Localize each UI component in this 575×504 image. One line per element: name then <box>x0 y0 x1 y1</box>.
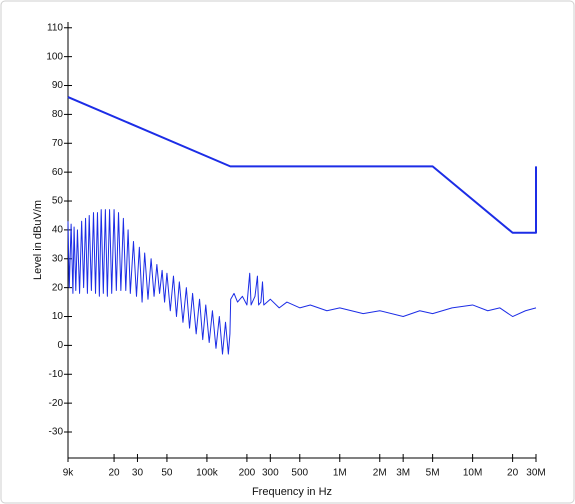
y-tick-label: -30 <box>49 427 64 438</box>
y-tick-label: 110 <box>47 22 63 33</box>
x-tick-label: 30M <box>526 468 545 479</box>
x-tick-label: 2M <box>373 468 387 479</box>
x-tick-label: 20 <box>109 468 121 479</box>
y-tick-label: -10 <box>49 369 64 380</box>
y-tick-label: 30 <box>52 253 64 264</box>
x-tick-label: 100k <box>196 468 219 479</box>
y-axis-label: Level in dBuV/m <box>32 200 44 280</box>
x-axis-label: Frequency in Hz <box>252 486 332 498</box>
x-tick-label: 50 <box>161 468 173 479</box>
x-tick-label: 5M <box>426 468 440 479</box>
x-tick-label: 1M <box>333 468 347 479</box>
y-tick-label: 0 <box>57 340 63 351</box>
y-tick-label: 80 <box>52 109 64 120</box>
x-tick-label: 200 <box>239 468 256 479</box>
y-tick-label: -20 <box>49 398 64 409</box>
x-tick-label: 3M <box>396 468 410 479</box>
x-tick-label: 9k <box>63 468 75 479</box>
x-tick-label: 500 <box>291 468 308 479</box>
y-tick-label: 70 <box>52 138 64 149</box>
y-tick-label: 10 <box>52 311 64 322</box>
y-tick-label: 100 <box>46 51 63 62</box>
series-line <box>67 209 537 355</box>
y-tick-label: 50 <box>52 196 64 207</box>
x-tick-label: 30 <box>132 468 144 479</box>
y-tick-label: 40 <box>52 225 64 236</box>
y-tick-label: 90 <box>52 80 64 91</box>
x-tick-label: 300 <box>262 468 279 479</box>
x-tick-label: 20 <box>507 468 519 479</box>
x-tick-label: 10M <box>463 468 482 479</box>
series-line <box>67 96 537 234</box>
y-tick-label: 60 <box>52 167 64 178</box>
y-tick-label: 20 <box>52 282 64 293</box>
